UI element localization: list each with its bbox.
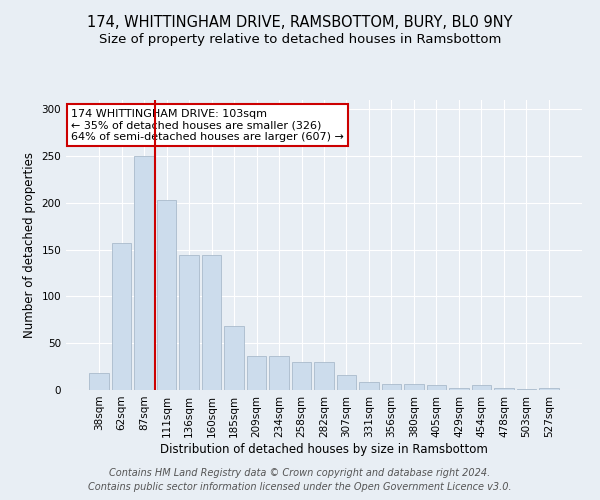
Bar bbox=[449, 388, 469, 390]
Bar bbox=[404, 384, 424, 390]
Bar bbox=[157, 200, 176, 390]
Bar bbox=[134, 156, 154, 390]
Bar bbox=[427, 386, 446, 390]
X-axis label: Distribution of detached houses by size in Ramsbottom: Distribution of detached houses by size … bbox=[160, 442, 488, 456]
Bar bbox=[337, 375, 356, 390]
Bar bbox=[224, 326, 244, 390]
Bar bbox=[472, 386, 491, 390]
Text: Size of property relative to detached houses in Ramsbottom: Size of property relative to detached ho… bbox=[99, 32, 501, 46]
Bar bbox=[382, 384, 401, 390]
Bar bbox=[517, 389, 536, 390]
Bar bbox=[314, 362, 334, 390]
Bar bbox=[292, 362, 311, 390]
Text: 174 WHITTINGHAM DRIVE: 103sqm
← 35% of detached houses are smaller (326)
64% of : 174 WHITTINGHAM DRIVE: 103sqm ← 35% of d… bbox=[71, 108, 344, 142]
Bar bbox=[359, 382, 379, 390]
Text: Contains public sector information licensed under the Open Government Licence v3: Contains public sector information licen… bbox=[88, 482, 512, 492]
Bar bbox=[112, 243, 131, 390]
Bar bbox=[269, 356, 289, 390]
Bar bbox=[539, 388, 559, 390]
Bar bbox=[494, 388, 514, 390]
Bar bbox=[179, 256, 199, 390]
Y-axis label: Number of detached properties: Number of detached properties bbox=[23, 152, 36, 338]
Bar bbox=[247, 356, 266, 390]
Bar bbox=[89, 373, 109, 390]
Bar bbox=[202, 256, 221, 390]
Text: 174, WHITTINGHAM DRIVE, RAMSBOTTOM, BURY, BL0 9NY: 174, WHITTINGHAM DRIVE, RAMSBOTTOM, BURY… bbox=[87, 15, 513, 30]
Text: Contains HM Land Registry data © Crown copyright and database right 2024.: Contains HM Land Registry data © Crown c… bbox=[109, 468, 491, 477]
